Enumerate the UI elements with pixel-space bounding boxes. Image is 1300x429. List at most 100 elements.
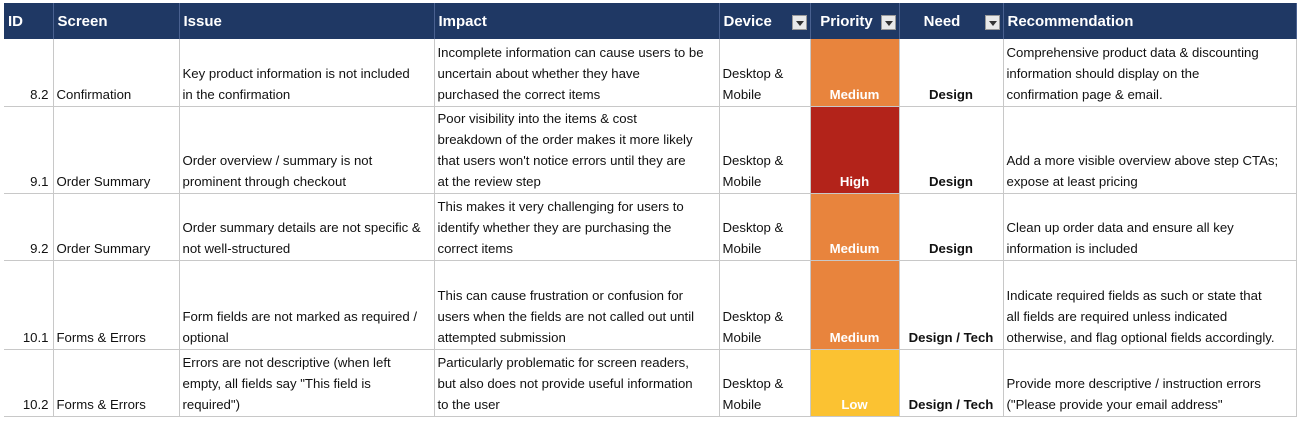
- table-row: 10.2 Forms & Errors Errors are not descrip…: [4, 349, 1297, 417]
- cell-need[interactable]: Design: [899, 193, 1004, 261]
- impact-text-line: This makes it very challenging for users…: [437, 198, 684, 214]
- issue-text-line: required"): [182, 396, 240, 412]
- cell-recommendation[interactable]: Clean up order data and ensure all key in…: [1003, 193, 1297, 261]
- cell-screen[interactable]: Confirmation: [53, 39, 180, 107]
- cell-screen[interactable]: Forms & Errors: [53, 260, 180, 350]
- issue-text-line: Order overview / summary is not: [182, 152, 373, 168]
- cell-need[interactable]: Design: [899, 39, 1004, 107]
- recommendation-text-line: information is included: [1006, 240, 1138, 256]
- recommendation-text-line: expose at least pricing: [1006, 173, 1138, 189]
- dropdown-filter-icon[interactable]: [984, 15, 1000, 30]
- cell-impact[interactable]: Incomplete information can cause users t…: [434, 39, 720, 107]
- cell-need[interactable]: Design: [899, 106, 1004, 194]
- header-row: ID Screen Issue Impact Device Priority N…: [4, 3, 1297, 39]
- recommendation-text-line: otherwise, and flag optional fields acco…: [1006, 329, 1275, 345]
- recommendation-text-line: Provide more descriptive / instruction e…: [1006, 375, 1261, 391]
- cell-id[interactable]: 9.2: [4, 193, 54, 261]
- recommendation-text-line: confirmation page & email.: [1006, 86, 1163, 102]
- cell-issue[interactable]: Order overview / summary is not prominent…: [179, 106, 435, 194]
- cell-impact[interactable]: Particularly problematic for screen read…: [434, 349, 720, 417]
- cell-id[interactable]: 10.2: [4, 349, 54, 417]
- impact-text-line: users when the fields are not called out…: [437, 308, 695, 324]
- cell-id[interactable]: 8.2: [4, 39, 54, 107]
- cell-device[interactable]: Desktop & Mobile: [719, 39, 811, 107]
- recommendation-text-line: Comprehensive product data & discounting: [1006, 44, 1259, 60]
- table-body: 8.2 Confirmation Key product information i…: [4, 39, 1297, 417]
- issue-text-line: in the confirmation: [182, 86, 291, 102]
- cell-screen[interactable]: Order Summary: [53, 193, 180, 261]
- device-text-line: Mobile: [722, 240, 762, 256]
- recommendation-text-line: Clean up order data and ensure all key: [1006, 219, 1234, 235]
- issue-text-line: optional: [182, 329, 229, 345]
- header-issue[interactable]: Issue: [179, 3, 435, 39]
- device-text-line: Mobile: [722, 396, 762, 412]
- dropdown-filter-icon[interactable]: [791, 15, 807, 30]
- impact-text-line: at the review step: [437, 173, 541, 189]
- cell-recommendation[interactable]: Indicate required fields as such or stat…: [1003, 260, 1297, 350]
- cell-id[interactable]: 9.1: [4, 106, 54, 194]
- cell-impact[interactable]: This makes it very challenging for users…: [434, 193, 720, 261]
- issue-text-line: Form fields are not marked as required /: [182, 308, 418, 324]
- cell-issue[interactable]: Key product information is not included i…: [179, 39, 435, 107]
- recommendation-text-line: Indicate required fields as such or stat…: [1006, 287, 1262, 303]
- impact-text-line: breakdown of the order makes it more lik…: [437, 131, 693, 147]
- cell-issue[interactable]: Form fields are not marked as required /…: [179, 260, 435, 350]
- cell-impact[interactable]: Poor visibility into the items & cost bre…: [434, 106, 720, 194]
- impact-text-line: Particularly problematic for screen read…: [437, 354, 689, 370]
- cell-priority[interactable]: High: [810, 106, 900, 194]
- cell-issue[interactable]: Order summary details are not specific &…: [179, 193, 435, 261]
- impact-text-line: identify whether they are purchasing the: [437, 219, 672, 235]
- impact-text-line: correct items: [437, 240, 513, 256]
- device-text-line: Desktop &: [722, 308, 784, 324]
- recommendation-text-line: all fields are required unless indicated: [1006, 308, 1228, 324]
- cell-recommendation[interactable]: Add a more visible overview above step C…: [1003, 106, 1297, 194]
- cell-priority[interactable]: Medium: [810, 260, 900, 350]
- impact-text-line: that users won't notice errors until the…: [437, 152, 686, 168]
- issue-text-line: Errors are not descriptive (when left: [182, 354, 391, 370]
- cell-priority[interactable]: Medium: [810, 193, 900, 261]
- cell-impact[interactable]: This can cause frustration or confusion …: [434, 260, 720, 350]
- cell-need[interactable]: Design / Tech: [899, 260, 1004, 350]
- header-priority[interactable]: Priority: [810, 3, 900, 39]
- header-device-label: Device: [723, 12, 772, 30]
- impact-text-line: This can cause frustration or confusion …: [437, 287, 684, 303]
- table-row: 9.2 Order Summary Order summary details ar…: [4, 193, 1297, 261]
- cell-screen[interactable]: Order Summary: [53, 106, 180, 194]
- issue-text-line: empty, all fields say "This field is: [182, 375, 371, 391]
- device-text-line: Mobile: [722, 86, 762, 102]
- cell-id[interactable]: 10.1: [4, 260, 54, 350]
- spreadsheet-table: ID Screen Issue Impact Device Priority N…: [4, 3, 1297, 423]
- device-text-line: Desktop &: [722, 152, 784, 168]
- header-need-label: Need: [923, 12, 961, 30]
- header-recommendation[interactable]: Recommendation: [1003, 3, 1297, 39]
- header-impact[interactable]: Impact: [434, 3, 720, 39]
- issue-text-line: not well-structured: [182, 240, 291, 256]
- recommendation-text-line: ("Please provide your email address": [1006, 396, 1223, 412]
- device-text-line: Desktop &: [722, 65, 784, 81]
- issue-text-line: prominent through checkout: [182, 173, 346, 189]
- cell-priority[interactable]: Medium: [810, 39, 900, 107]
- cell-issue[interactable]: Errors are not descriptive (when left emp…: [179, 349, 435, 417]
- cell-priority[interactable]: Low: [810, 349, 900, 417]
- device-text-line: Mobile: [722, 173, 762, 189]
- header-id[interactable]: ID: [4, 3, 54, 39]
- impact-text-line: attempted submission: [437, 329, 566, 345]
- impact-text-line: purchased the correct items: [437, 86, 601, 102]
- cell-recommendation[interactable]: Comprehensive product data & discounting…: [1003, 39, 1297, 107]
- header-screen[interactable]: Screen: [53, 3, 180, 39]
- cell-recommendation[interactable]: Provide more descriptive / instruction e…: [1003, 349, 1297, 417]
- cell-device[interactable]: Desktop & Mobile: [719, 106, 811, 194]
- cell-screen[interactable]: Forms & Errors: [53, 349, 180, 417]
- device-text-line: Desktop &: [722, 375, 784, 391]
- cell-device[interactable]: Desktop & Mobile: [719, 349, 811, 417]
- cell-device[interactable]: Desktop & Mobile: [719, 193, 811, 261]
- cell-device[interactable]: Desktop & Mobile: [719, 260, 811, 350]
- dropdown-filter-icon[interactable]: [880, 15, 896, 30]
- table-row: 10.1 Forms & Errors Form fields are not ma…: [4, 260, 1297, 350]
- issues-table: ID Screen Issue Impact Device Priority N…: [4, 3, 1297, 417]
- header-device[interactable]: Device: [719, 3, 811, 39]
- header-need[interactable]: Need: [899, 3, 1004, 39]
- cell-need[interactable]: Design / Tech: [899, 349, 1004, 417]
- issue-text-line: Key product information is not included: [182, 65, 410, 81]
- device-text-line: Desktop &: [722, 219, 784, 235]
